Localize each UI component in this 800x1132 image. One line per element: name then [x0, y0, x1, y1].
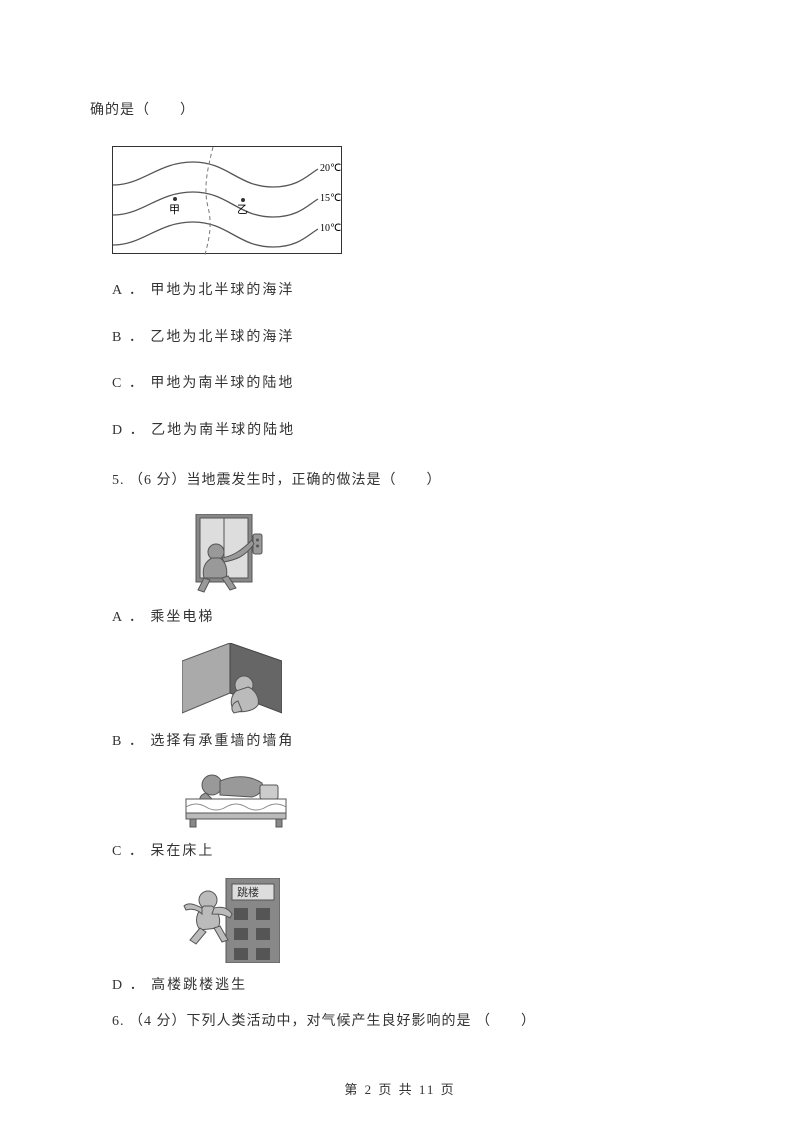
isotherm-lines [113, 147, 318, 255]
elevator-icon [182, 514, 270, 594]
q4-options: A ． 甲地为北半球的海洋 B ． 乙地为北半球的海洋 C ． 甲地为南半球的陆… [112, 280, 710, 442]
q4-option-c: C ． 甲地为南半球的陆地 [112, 373, 710, 395]
isotherm-20c [113, 162, 318, 187]
isotherm-figure: 甲 乙 20℃ 15℃ 10℃ [112, 146, 342, 254]
label-yi: 乙 [237, 203, 248, 216]
isotherm-10c [113, 222, 318, 247]
q5-option-b: B ． 选择有承重墙的墙角 [112, 731, 710, 753]
q5-option-b-block: B ． 选择有承重墙的墙角 [112, 643, 710, 753]
bed-icon [182, 767, 290, 829]
q4-option-a: A ． 甲地为北半球的海洋 [112, 280, 710, 302]
isotherm-15c [113, 192, 318, 217]
point-yi [241, 198, 245, 202]
q5-option-d-block: 跳楼 D ． 高楼跳楼逃生 [112, 878, 710, 998]
label-jia: 甲 [169, 204, 180, 216]
building-jump-icon: 跳楼 [182, 878, 280, 963]
q4-option-d: D ． 乙地为南半球的陆地 [112, 420, 710, 442]
q5-stem: 5. （6 分）当地震发生时，正确的做法是（ ） [112, 470, 710, 492]
bed-frame [186, 813, 286, 819]
q4-stem-fragment: 确的是（ ） [90, 100, 710, 122]
person-jumping [184, 891, 232, 944]
q5-option-c: C ． 呆在床上 [112, 841, 710, 863]
q4-option-b: B ． 乙地为北半球的海洋 [112, 327, 710, 349]
wall-corner-icon [182, 643, 282, 718]
label-20c: 20℃ [320, 163, 341, 174]
q5-option-d: D ． 高楼跳楼逃生 [112, 975, 710, 997]
label-10c: 10℃ [320, 223, 341, 234]
point-jia [173, 197, 177, 201]
pillow [260, 785, 278, 799]
label-15c: 15℃ [320, 193, 341, 204]
q5-option-a: A ． 乘坐电梯 [112, 607, 710, 629]
page-footer: 第 2 页 共 11 页 [0, 1079, 800, 1098]
mattress [186, 799, 286, 813]
sign-text: 跳楼 [237, 885, 259, 899]
q5-option-a-block: A ． 乘坐电梯 [112, 514, 710, 629]
q6-stem: 6. （4 分）下列人类活动中，对气候产生良好影响的是 （ ） [112, 1011, 710, 1033]
q5-option-c-block: C ． 呆在床上 [112, 767, 710, 864]
wall-left [182, 643, 230, 713]
